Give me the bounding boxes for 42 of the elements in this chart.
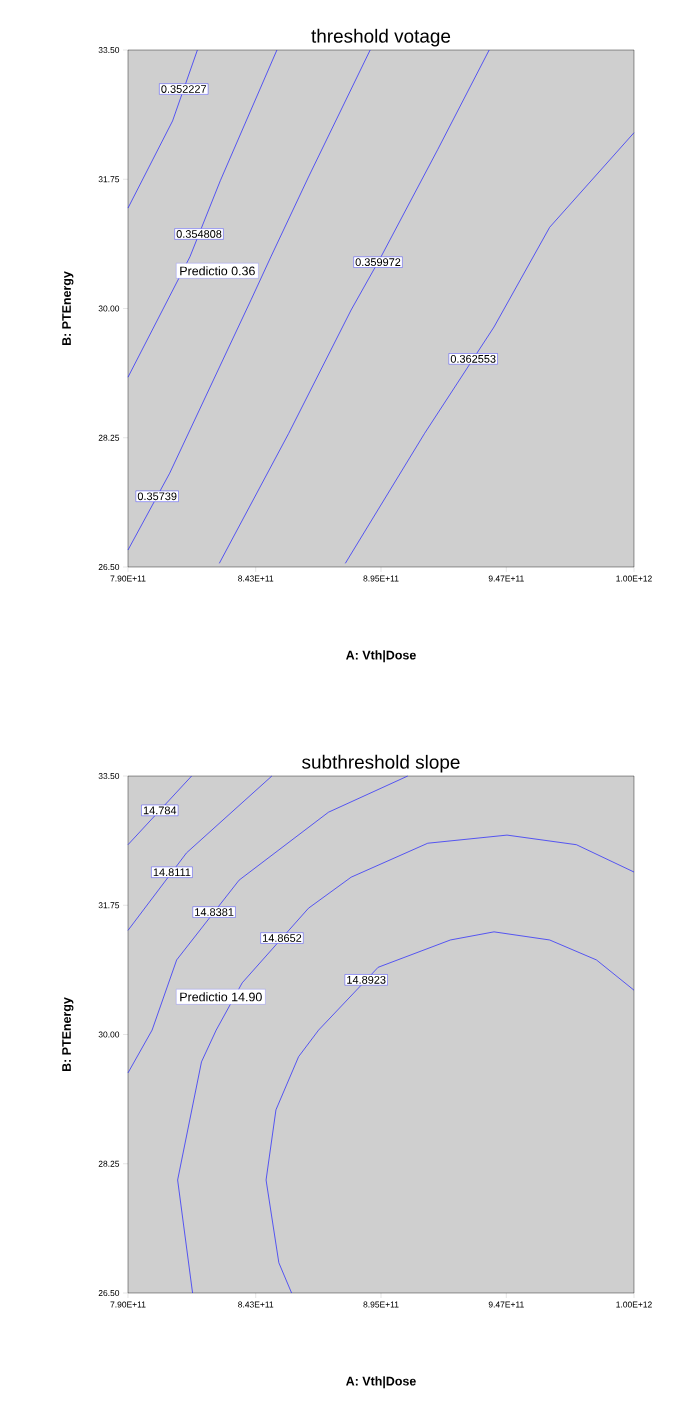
series-label: 14.784 [143,806,177,815]
series-label: 0.35739 [137,492,177,501]
y-tick-label: 28.25 [98,434,120,441]
series-label: 0.352227 [161,85,207,93]
line-series [127,49,278,378]
chart-title: threshold votage [311,28,451,47]
x-tick-label: 9.47E+11 [488,1301,524,1308]
x-tick-label: 8.95E+11 [363,575,399,582]
line-series [344,132,635,564]
x-tick-label: 7.90E+11 [110,575,146,582]
y-tick-label: 26.50 [98,1290,120,1297]
y-tick-label: 28.25 [98,1160,120,1167]
x-tick-label: 7.90E+11 [110,1301,146,1308]
x-tick-label: 9.47E+11 [488,575,524,582]
y-tick-label: 31.75 [98,176,120,183]
chart-title: subthreshold slope [302,754,460,773]
x-tick-label: 8.43E+11 [238,575,274,582]
y-tick-label: 33.50 [98,47,120,54]
line-series [127,775,409,1074]
line-series [265,931,635,1294]
series-label: 0.359972 [355,258,401,267]
series-label: 14.8381 [195,908,234,916]
series-label: 0.354808 [176,230,222,238]
y-axis-title: B: PTEnergy [62,997,74,1072]
y-tick-label: 31.75 [98,902,120,909]
y-tick-label: 26.50 [98,564,120,570]
annotation: Predictio 0.36 [180,266,255,276]
series-label: 0.362553 [450,355,496,363]
y-axis-title: B: PTEnergy [62,271,74,346]
x-tick-label: 1.00E+12 [616,575,652,582]
y-tick-label: 33.50 [98,773,120,780]
annotation: Predictio 14.90 [180,992,262,1002]
series-label: 14.8652 [262,934,302,942]
y-tick-label: 30.00 [98,1031,120,1038]
x-axis-title: A: Vth|Dose [346,1376,416,1389]
series-label: 14.8923 [347,975,386,984]
x-tick-label: 8.95E+11 [363,1301,399,1308]
x-tick-label: 8.43E+11 [238,1301,274,1308]
x-tick-label: 1.00E+12 [616,1301,652,1308]
y-tick-label: 30.00 [98,305,120,312]
series-label: 14.8111 [153,868,191,877]
x-axis-title: A: Vth|Dose [346,650,416,663]
